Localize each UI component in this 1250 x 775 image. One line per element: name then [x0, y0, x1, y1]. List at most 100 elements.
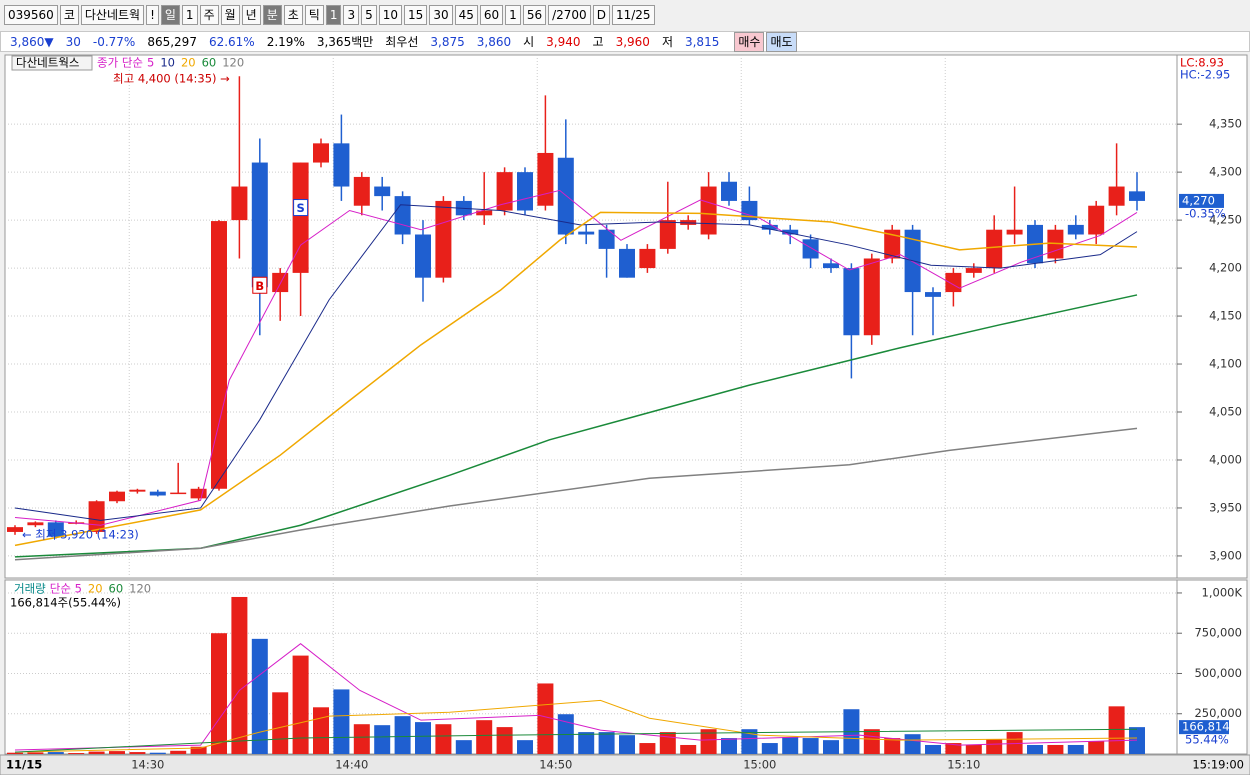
toolbar-button[interactable]: 다산네트웍	[80, 5, 145, 25]
toolbar-button[interactable]: 월	[220, 5, 240, 25]
x-tick-label: 15:10	[947, 758, 980, 772]
y-tick-label: 3,900	[1209, 548, 1242, 562]
candle-body	[802, 239, 819, 259]
candle-body	[598, 229, 615, 249]
volume-bar	[68, 753, 85, 754]
quote-field: 3,860	[476, 34, 512, 49]
volume-bar	[619, 735, 635, 754]
volume-bar	[1006, 732, 1023, 754]
volume-bar	[863, 729, 880, 754]
candle-body	[782, 229, 799, 235]
toolbar-button[interactable]: !	[146, 5, 159, 25]
volume-legend-item: 단순 5	[50, 582, 82, 596]
last-price-label: 4,270	[1182, 193, 1215, 207]
toolbar-button[interactable]: 틱	[304, 5, 324, 25]
volume-legend-item: 60	[109, 582, 124, 596]
volume-bar	[170, 750, 187, 754]
toolbar-button[interactable]: D	[592, 5, 610, 25]
x-tick-label: 14:30	[131, 758, 164, 772]
volume-bar	[659, 732, 676, 754]
y-tick-label: 3,950	[1209, 500, 1242, 514]
volume-bar	[353, 724, 370, 754]
volume-legend-title: 거래량	[14, 582, 46, 596]
ma-line	[14, 643, 1138, 751]
quote-field: 3,940	[546, 34, 581, 49]
candle-body	[47, 522, 64, 537]
y-tick-label: 750,000	[1194, 626, 1242, 640]
volume-bar	[639, 743, 656, 754]
candle-body	[149, 491, 166, 496]
ma-line	[14, 699, 1138, 753]
toolbar-button[interactable]: 년	[241, 5, 261, 25]
buy-button[interactable]: 매수	[734, 31, 765, 52]
volume-bar	[965, 744, 982, 754]
toolbar-button[interactable]: 30	[429, 5, 453, 25]
y-tick-label: 4,050	[1209, 405, 1242, 419]
toolbar-button[interactable]: 일	[160, 5, 180, 25]
candle-body	[925, 292, 941, 297]
candle-body	[211, 221, 227, 489]
candle-body	[863, 258, 880, 336]
legend-item: 10	[160, 56, 175, 70]
toolbar-button[interactable]: 초	[283, 5, 303, 25]
last-volume-label: 166,814	[1182, 720, 1230, 734]
toolbar-button[interactable]: 3	[343, 5, 360, 25]
toolbar-button[interactable]: 56	[522, 5, 547, 25]
toolbar-button[interactable]: 1	[181, 5, 198, 25]
ma-line	[14, 728, 1138, 753]
candle-body	[700, 186, 717, 235]
time-axis	[0, 754, 1250, 775]
volume-bar	[129, 752, 146, 754]
toolbar-button[interactable]: 코	[59, 5, 79, 25]
toolbar-button[interactable]: 1	[505, 5, 521, 25]
toolbar-button[interactable]: 11/25	[611, 5, 655, 25]
change-label: -0.35%	[1185, 206, 1226, 220]
candle-body	[1067, 224, 1084, 235]
candle-body	[619, 248, 635, 278]
quote-field: 2.19%	[266, 34, 305, 49]
toolbar-button[interactable]: 15	[404, 5, 428, 25]
legend-title: 다산네트웍스	[16, 56, 79, 70]
toolbar-button[interactable]: 10	[378, 5, 403, 25]
volume-bar	[190, 746, 207, 754]
legend-item: 20	[181, 56, 196, 70]
volume-bar	[292, 655, 309, 754]
toolbar-button[interactable]: 분	[262, 5, 282, 25]
volume-bar	[1027, 744, 1043, 754]
volume-legend-item: 120	[129, 582, 151, 596]
toolbar-button[interactable]: 주	[199, 5, 219, 25]
quote-field: 고	[592, 35, 604, 49]
volume-bar	[741, 729, 758, 754]
candle-body	[129, 489, 146, 492]
volume-panel	[4, 579, 1178, 755]
volume-bar	[415, 722, 431, 754]
toolbar-button[interactable]: 5	[361, 5, 377, 25]
ma-line	[14, 427, 1138, 561]
y-tick-label: 4,300	[1209, 165, 1242, 179]
candle-body	[1129, 191, 1145, 201]
y-tick-label: 4,250	[1209, 213, 1242, 227]
candle-body	[578, 231, 595, 235]
candle-body	[843, 268, 860, 336]
ma-line	[14, 189, 1138, 526]
candle-body	[639, 248, 656, 269]
toolbar-button[interactable]: 60	[479, 5, 504, 25]
candle-body	[333, 143, 350, 187]
toolbar-button[interactable]: 45	[454, 5, 478, 25]
toolbar-button[interactable]: 039560	[4, 5, 58, 25]
volume-bar	[925, 744, 941, 754]
quote-field: 저	[661, 35, 673, 49]
volume-bar	[476, 720, 493, 754]
volume-bar	[782, 737, 799, 754]
toolbar-button[interactable]: 1	[325, 5, 342, 25]
signal-marker	[252, 276, 268, 294]
last-price-box	[1179, 193, 1224, 208]
volume-bar	[761, 743, 778, 754]
signal-marker	[293, 199, 309, 217]
candle-body	[27, 522, 44, 526]
hc-label: HC:-2.95	[1180, 68, 1230, 82]
sell-button[interactable]: 매도	[766, 31, 797, 52]
y-tick-label: 4,150	[1209, 309, 1242, 323]
toolbar-button[interactable]: /2700	[548, 5, 591, 25]
ma-line	[14, 294, 1138, 558]
